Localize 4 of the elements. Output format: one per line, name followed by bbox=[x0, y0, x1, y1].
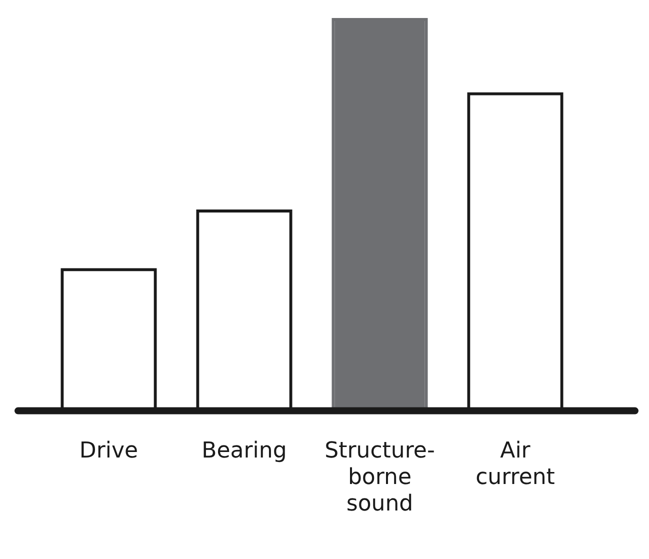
x-tick-label: Air current bbox=[476, 438, 556, 490]
x-tick-label: Structure-borne sound bbox=[324, 438, 435, 517]
x-tick-label: Bearing bbox=[202, 438, 287, 464]
x-tick-label: Drive bbox=[79, 438, 138, 464]
